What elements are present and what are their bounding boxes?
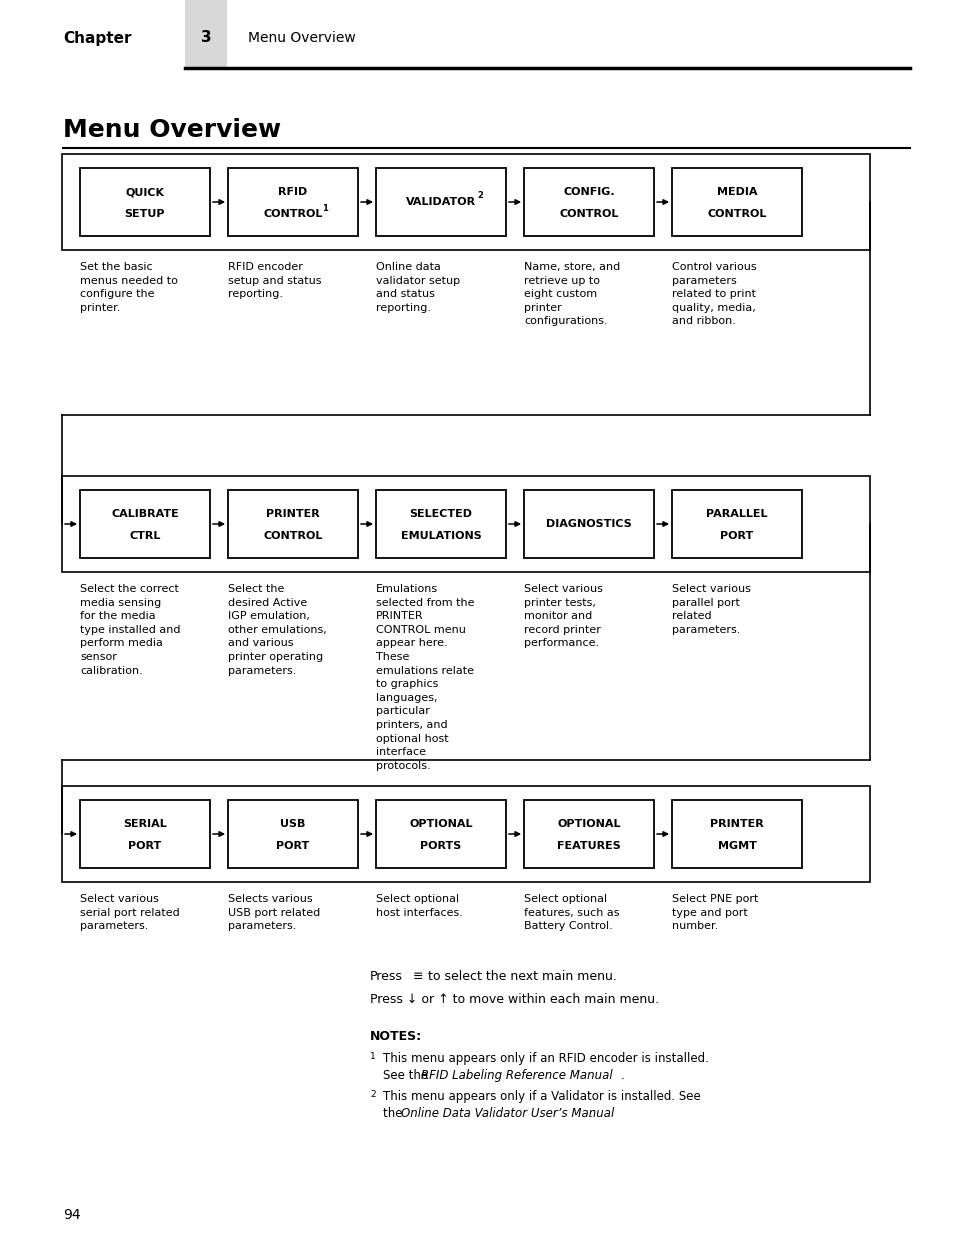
Text: 94: 94 <box>63 1208 81 1221</box>
Bar <box>375 800 505 868</box>
Text: the: the <box>382 1107 406 1120</box>
Bar <box>228 168 357 236</box>
Text: CALIBRATE: CALIBRATE <box>111 510 178 520</box>
Text: Name, store, and
retrieve up to
eight custom
printer
configurations.: Name, store, and retrieve up to eight cu… <box>523 262 619 326</box>
Text: SERIAL: SERIAL <box>123 820 167 830</box>
Text: See the: See the <box>382 1070 432 1082</box>
Bar <box>375 490 505 558</box>
Bar <box>523 490 654 558</box>
Text: Control various
parameters
related to print
quality, media,
and ribbon.: Control various parameters related to pr… <box>671 262 756 326</box>
Text: CTRL: CTRL <box>130 531 160 541</box>
Text: Set the basic
menus needed to
configure the
printer.: Set the basic menus needed to configure … <box>80 262 177 312</box>
Text: 1: 1 <box>370 1052 375 1061</box>
Bar <box>80 490 210 558</box>
Text: 2: 2 <box>370 1091 375 1099</box>
Text: OPTIONAL: OPTIONAL <box>409 820 473 830</box>
Text: Menu Overview: Menu Overview <box>248 31 355 44</box>
Text: This menu appears only if an RFID encoder is installed.: This menu appears only if an RFID encode… <box>382 1052 708 1065</box>
Bar <box>185 0 227 68</box>
Bar <box>523 168 654 236</box>
Text: Selects various
USB port related
parameters.: Selects various USB port related paramet… <box>228 894 320 931</box>
Bar <box>671 168 801 236</box>
Text: CONFIG.: CONFIG. <box>562 188 614 198</box>
Text: Select the
desired Active
IGP emulation,
other emulations,
and various
printer o: Select the desired Active IGP emulation,… <box>228 584 327 676</box>
Text: Online Data Validator User’s Manual: Online Data Validator User’s Manual <box>400 1107 614 1120</box>
Text: PORT: PORT <box>276 841 310 851</box>
Text: Emulations
selected from the
PRINTER
CONTROL menu
appear here.
These
emulations : Emulations selected from the PRINTER CON… <box>375 584 474 771</box>
Text: Select the correct
media sensing
for the media
type installed and
perform media
: Select the correct media sensing for the… <box>80 584 180 676</box>
Text: Select optional
host interfaces.: Select optional host interfaces. <box>375 894 462 918</box>
Text: Online data
validator setup
and status
reporting.: Online data validator setup and status r… <box>375 262 459 312</box>
Text: PORT: PORT <box>129 841 161 851</box>
Text: CONTROL: CONTROL <box>263 531 322 541</box>
Text: EMULATIONS: EMULATIONS <box>400 531 481 541</box>
Text: 2: 2 <box>476 191 482 200</box>
Text: to select the next main menu.: to select the next main menu. <box>428 969 617 983</box>
Text: VALIDATOR: VALIDATOR <box>406 198 476 207</box>
Text: SELECTED: SELECTED <box>409 510 472 520</box>
Bar <box>671 490 801 558</box>
Text: NOTES:: NOTES: <box>370 1030 421 1044</box>
Text: PRINTER: PRINTER <box>266 510 319 520</box>
Text: Menu Overview: Menu Overview <box>63 119 281 142</box>
Text: 1: 1 <box>321 204 327 212</box>
Text: CONTROL: CONTROL <box>706 209 766 220</box>
Text: Select various
serial port related
parameters.: Select various serial port related param… <box>80 894 179 931</box>
Text: RFID Labeling Reference Manual: RFID Labeling Reference Manual <box>420 1070 612 1082</box>
Bar <box>375 168 505 236</box>
Text: 3: 3 <box>200 31 212 46</box>
Text: .: . <box>588 1107 592 1120</box>
Text: SETUP: SETUP <box>125 209 165 220</box>
Bar <box>228 800 357 868</box>
Bar <box>80 168 210 236</box>
Text: MGMT: MGMT <box>717 841 756 851</box>
Text: .: . <box>620 1070 624 1082</box>
Text: PORT: PORT <box>720 531 753 541</box>
Text: DIAGNOSTICS: DIAGNOSTICS <box>545 519 631 529</box>
Bar <box>80 800 210 868</box>
Bar <box>62 475 869 572</box>
Text: PRINTER: PRINTER <box>709 820 763 830</box>
Bar <box>62 154 869 249</box>
Text: USB: USB <box>280 820 305 830</box>
Bar <box>671 800 801 868</box>
Bar <box>228 490 357 558</box>
Text: ≡: ≡ <box>413 969 423 983</box>
Text: Select optional
features, such as
Battery Control.: Select optional features, such as Batter… <box>523 894 618 931</box>
Text: OPTIONAL: OPTIONAL <box>557 820 620 830</box>
Text: CONTROL: CONTROL <box>263 209 322 220</box>
Text: FEATURES: FEATURES <box>557 841 620 851</box>
Bar <box>523 800 654 868</box>
Text: PARALLEL: PARALLEL <box>705 510 767 520</box>
Text: Press ↓ or ↑ to move within each main menu.: Press ↓ or ↑ to move within each main me… <box>370 993 659 1007</box>
Text: Chapter: Chapter <box>63 31 132 46</box>
Text: RFID: RFID <box>278 188 307 198</box>
Bar <box>62 785 869 882</box>
Text: CONTROL: CONTROL <box>558 209 618 220</box>
Text: PORTS: PORTS <box>420 841 461 851</box>
Text: QUICK: QUICK <box>126 188 164 198</box>
Text: Select various
printer tests,
monitor and
record printer
performance.: Select various printer tests, monitor an… <box>523 584 602 648</box>
Text: Press: Press <box>370 969 402 983</box>
Text: Select various
parallel port
related
parameters.: Select various parallel port related par… <box>671 584 750 635</box>
Text: RFID encoder
setup and status
reporting.: RFID encoder setup and status reporting. <box>228 262 321 299</box>
Text: This menu appears only if a Validator is installed. See: This menu appears only if a Validator is… <box>382 1091 700 1103</box>
Text: MEDIA: MEDIA <box>716 188 757 198</box>
Text: Select PNE port
type and port
number.: Select PNE port type and port number. <box>671 894 758 931</box>
